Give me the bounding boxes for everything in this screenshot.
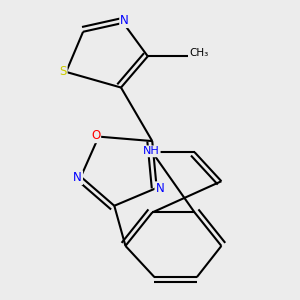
Text: CH₃: CH₃	[189, 48, 209, 58]
Text: O: O	[91, 129, 100, 142]
Text: N: N	[120, 14, 129, 27]
Text: NH: NH	[143, 146, 160, 156]
Text: S: S	[59, 65, 67, 78]
Text: N: N	[74, 171, 82, 184]
Text: N: N	[155, 182, 164, 195]
